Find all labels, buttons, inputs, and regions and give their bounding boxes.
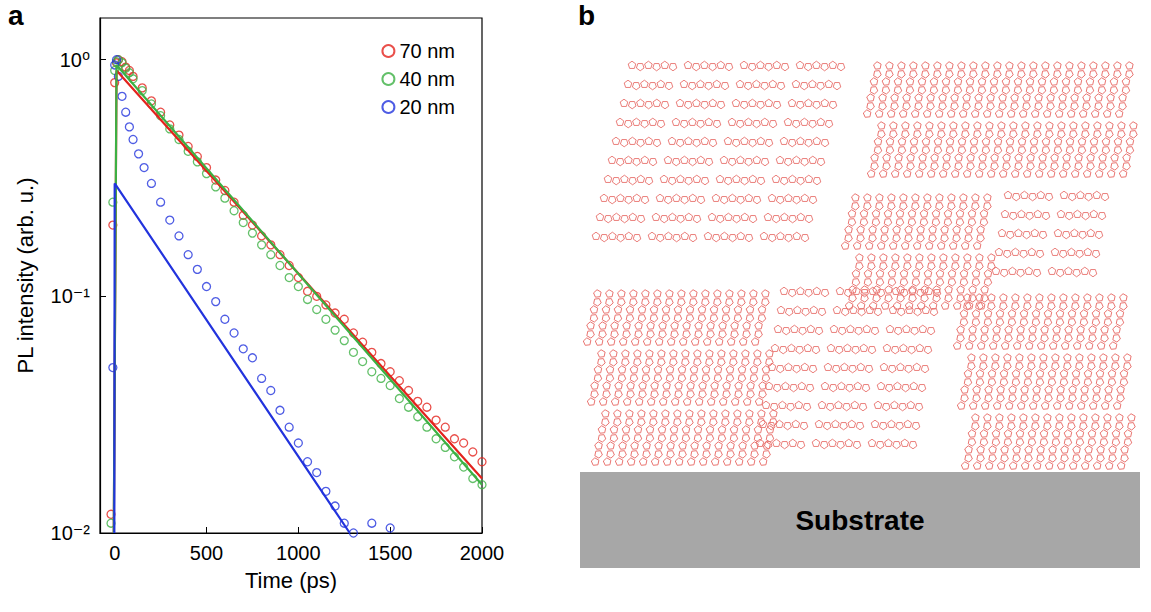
svg-text:2000: 2000 <box>460 542 505 564</box>
svg-text:0: 0 <box>109 542 120 564</box>
svg-text:1000: 1000 <box>276 542 321 564</box>
svg-text:10⁻¹: 10⁻¹ <box>51 285 91 307</box>
svg-text:1500: 1500 <box>368 542 413 564</box>
svg-text:10⁰: 10⁰ <box>60 49 90 71</box>
svg-text:10⁻²: 10⁻² <box>51 522 91 544</box>
html-text:a: a <box>8 0 24 31</box>
html-text:b: b <box>578 0 596 31</box>
svg-text:70 nm: 70 nm <box>399 40 455 62</box>
svg-text:20 nm: 20 nm <box>399 96 455 118</box>
svg-text:PL intensity (arb. u.): PL intensity (arb. u.) <box>13 177 38 373</box>
svg-text:40 nm: 40 nm <box>399 68 455 90</box>
svg-text:Substrate: Substrate <box>795 505 924 536</box>
svg-text:500: 500 <box>190 542 223 564</box>
svg-text:Time (ps): Time (ps) <box>245 568 337 593</box>
